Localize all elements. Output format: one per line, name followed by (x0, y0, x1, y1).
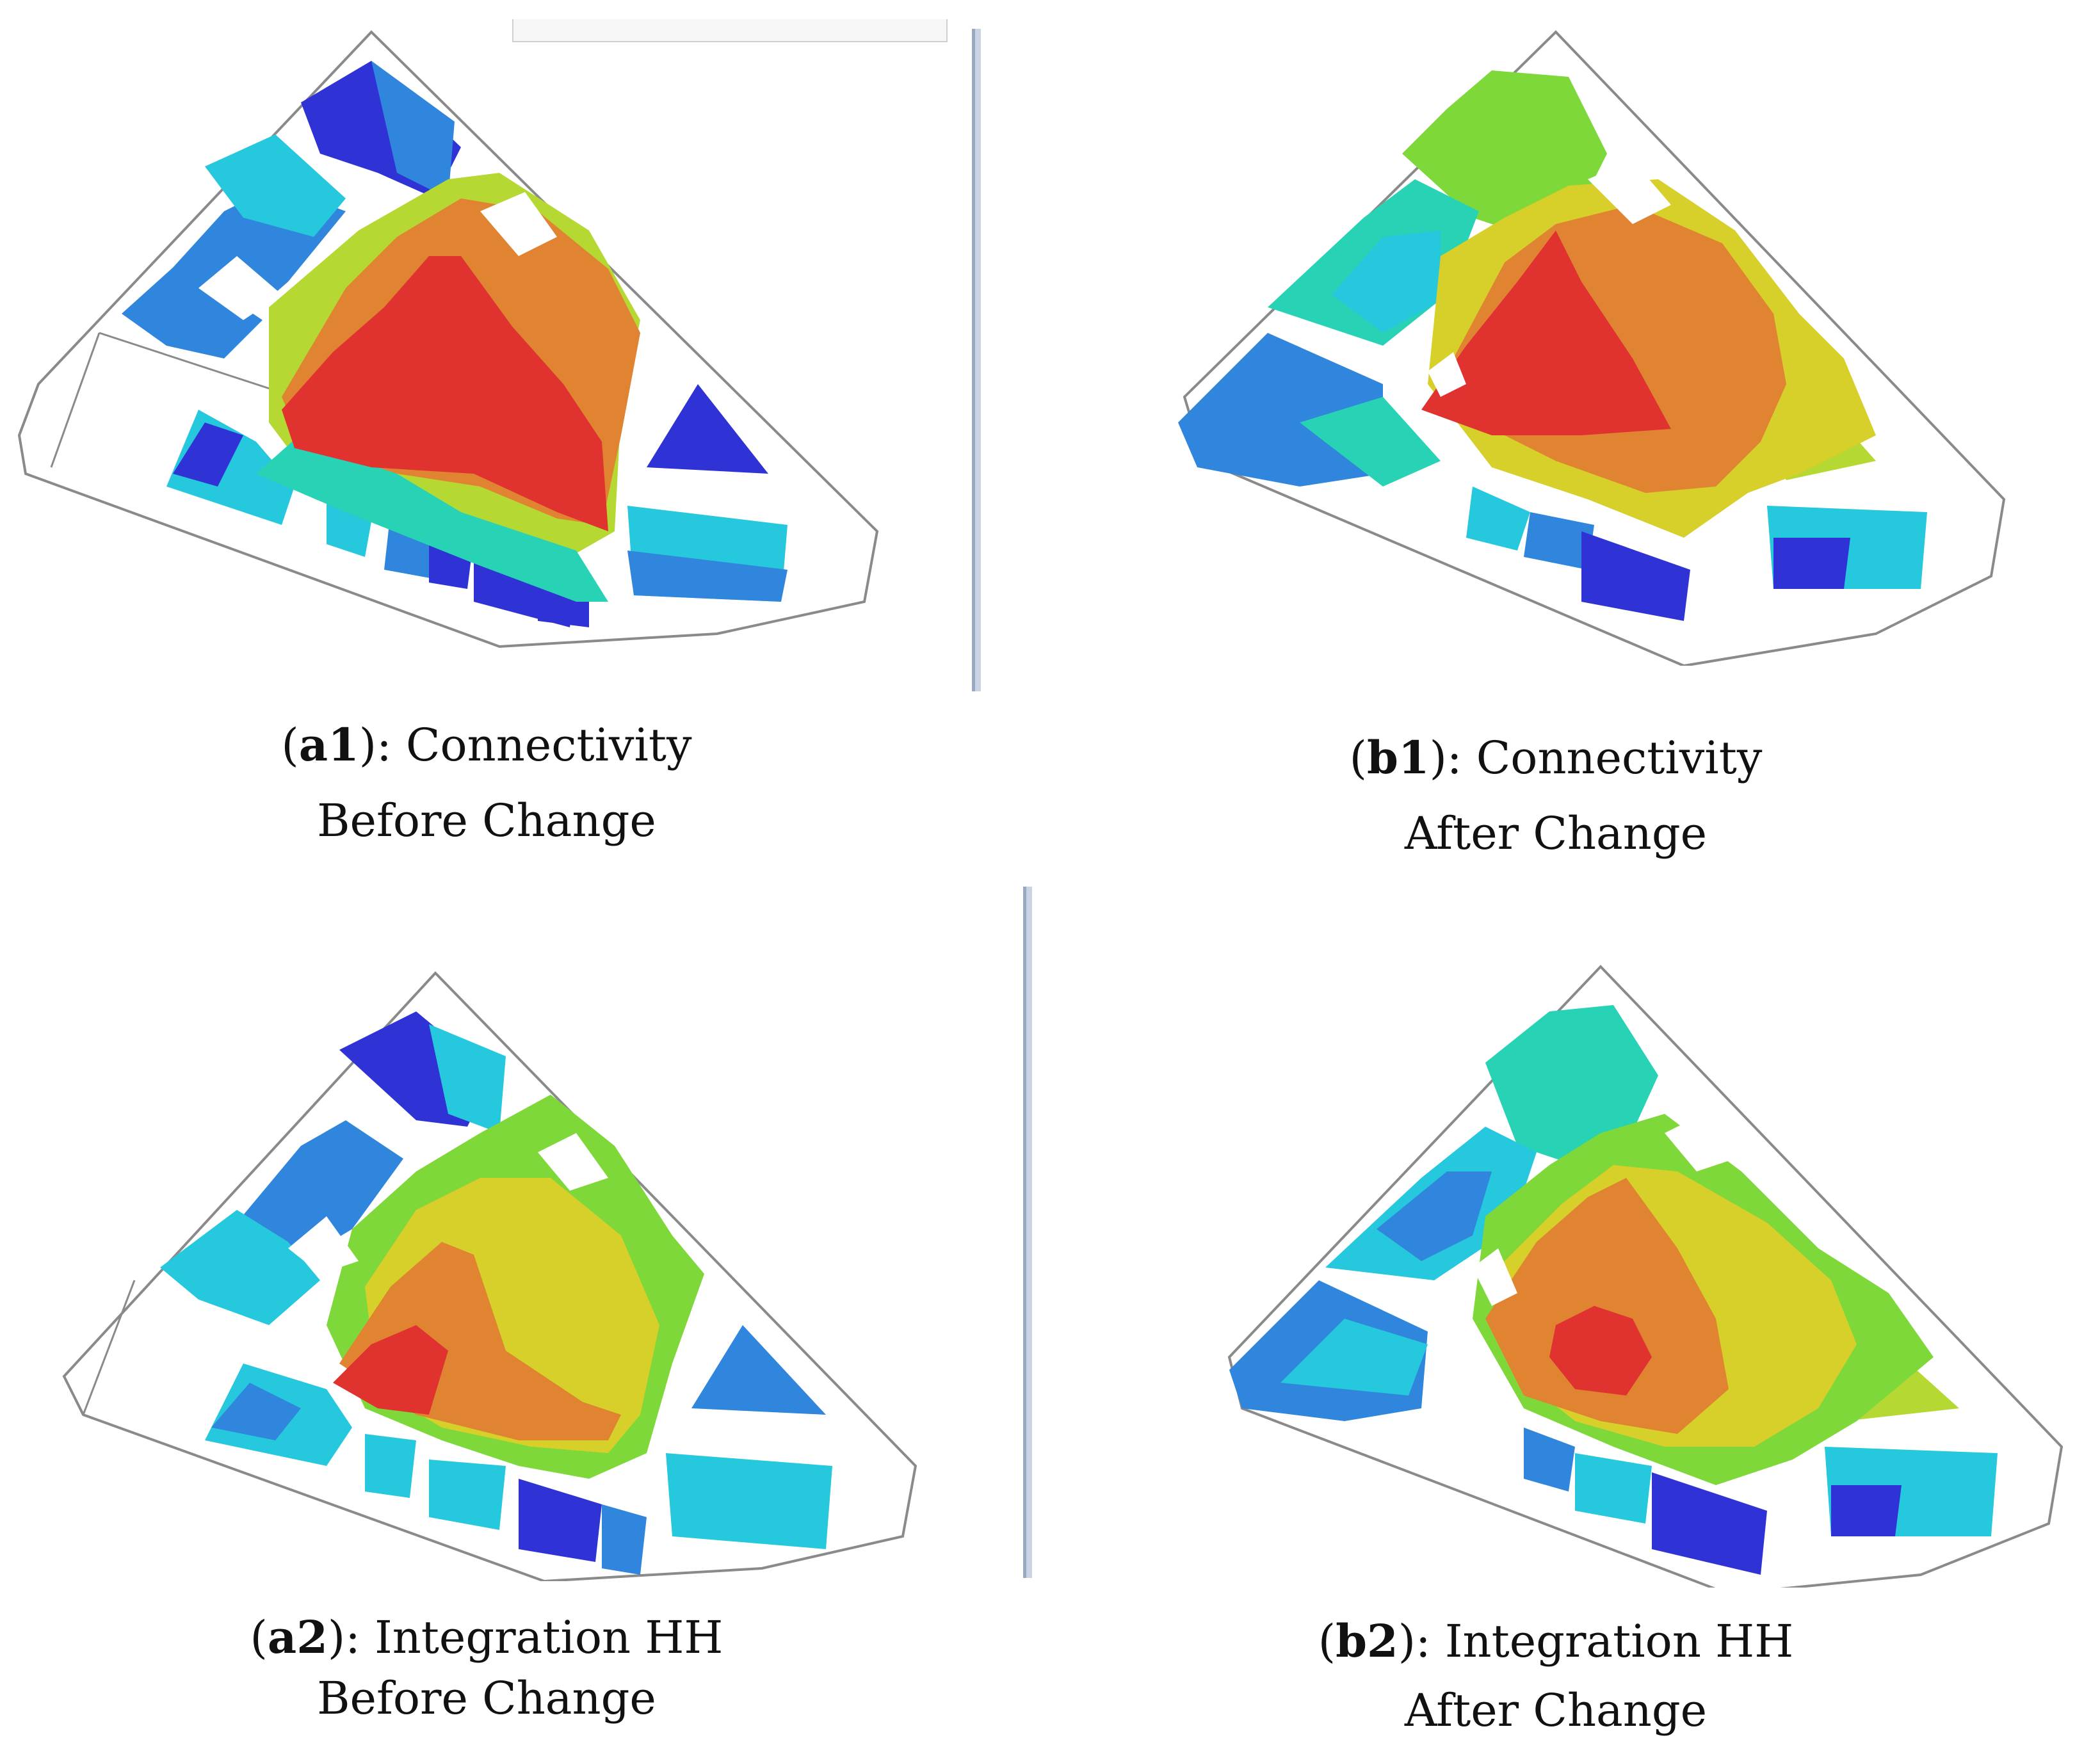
building-white-1 (538, 1133, 608, 1191)
map-b1 (1178, 30, 2006, 666)
caption-a2-label: a2 (267, 1611, 328, 1664)
block-s1 (365, 1434, 416, 1498)
block-s1 (1524, 1428, 1575, 1492)
caption-a1-label: a1 (298, 718, 359, 771)
caption-b2-label: b2 (1336, 1614, 1398, 1668)
site-inner-outline (50, 332, 276, 468)
block-sw-teal (1300, 397, 1441, 487)
block-s2 (1524, 512, 1594, 570)
zone-red (282, 256, 608, 531)
block-w2 (122, 256, 262, 358)
caption-b1-metric: ): Connectivity (1429, 732, 1763, 784)
map-a2 (62, 971, 917, 1581)
caption-b2: (b2): Integration HH After Change (1172, 1607, 1940, 1745)
site-outline (1183, 30, 2006, 666)
block-s1 (1466, 487, 1530, 551)
block-w (1178, 333, 1383, 487)
block-w-cyan (1280, 1319, 1428, 1396)
caption-a2: (a2): Integration HH Before Change (102, 1607, 871, 1729)
block-s2 (1575, 1453, 1652, 1524)
block-w-cyan (205, 134, 346, 237)
zone-red (1421, 230, 1671, 435)
block-e-bottom (666, 1453, 832, 1549)
panel-a2-integration-before (58, 967, 941, 1581)
block-e-bottom-blue (627, 551, 788, 602)
building-white-1 (1588, 160, 1671, 224)
panel-b2-integration-after (1216, 960, 2100, 1588)
building-white-2 (288, 1216, 359, 1274)
software-window-strip (512, 19, 948, 42)
caption-b2-state: After Change (1404, 1684, 1708, 1737)
caption-b2-metric: ): Integration HH (1398, 1615, 1794, 1668)
zone-orange (1485, 1178, 1729, 1434)
caption-a1: (a1): Connectivity Before Change (102, 707, 871, 858)
zone-red (1549, 1306, 1652, 1396)
block-w-blue (237, 1120, 403, 1267)
block-e-bottom-blue (1831, 1485, 1902, 1536)
site-outline (17, 30, 879, 648)
block-s3 (1652, 1472, 1767, 1575)
site-inner-outline (82, 1280, 136, 1415)
block-w-cyan (160, 1210, 320, 1325)
site-outline (1227, 965, 2064, 1588)
block-s4 (602, 1504, 647, 1575)
building-white-2 (1473, 1248, 1517, 1306)
building-white-1 (480, 192, 557, 256)
caption-a1-metric: ): Connectivity (359, 719, 692, 771)
block-e-top (691, 1325, 826, 1415)
building-white-2 (198, 256, 282, 320)
site-outline (62, 971, 917, 1581)
block-s3 (1581, 531, 1690, 621)
caption-b1: (b1): Connectivity After Change (1172, 720, 1940, 871)
panel-a1-connectivity-before (13, 26, 909, 666)
block-nw-cyan (1332, 230, 1441, 333)
building-white-2 (1428, 352, 1466, 397)
block-e-bottom-dark (1773, 538, 1850, 589)
caption-b1-label: b1 (1366, 731, 1430, 784)
block-sw-dark (173, 422, 243, 487)
zone-red (333, 1325, 448, 1415)
block-e-top (647, 384, 768, 474)
block-sw-blue (211, 1383, 301, 1440)
caption-b1-state: After Change (1404, 807, 1708, 860)
caption-a2-metric: ): Integration HH (327, 1611, 723, 1664)
block-s2 (429, 1460, 506, 1530)
block-nw-teal (1485, 1005, 1658, 1165)
map-a1 (17, 30, 879, 648)
map-b2 (1227, 965, 2064, 1588)
block-s3 (519, 1479, 602, 1562)
vertical-divider-top (972, 29, 981, 691)
caption-a2-state: Before Change (317, 1672, 656, 1725)
vertical-divider-bottom (1023, 887, 1032, 1578)
caption-a1-state: Before Change (317, 794, 656, 847)
panel-b1-connectivity-after (1172, 26, 2055, 666)
zone-cyan-edges (256, 422, 608, 602)
building-white-1 (1665, 1114, 1735, 1171)
block-nw-top-light (371, 61, 455, 198)
block-n-cyan (429, 1024, 506, 1133)
block-nw-blue (1377, 1171, 1492, 1261)
